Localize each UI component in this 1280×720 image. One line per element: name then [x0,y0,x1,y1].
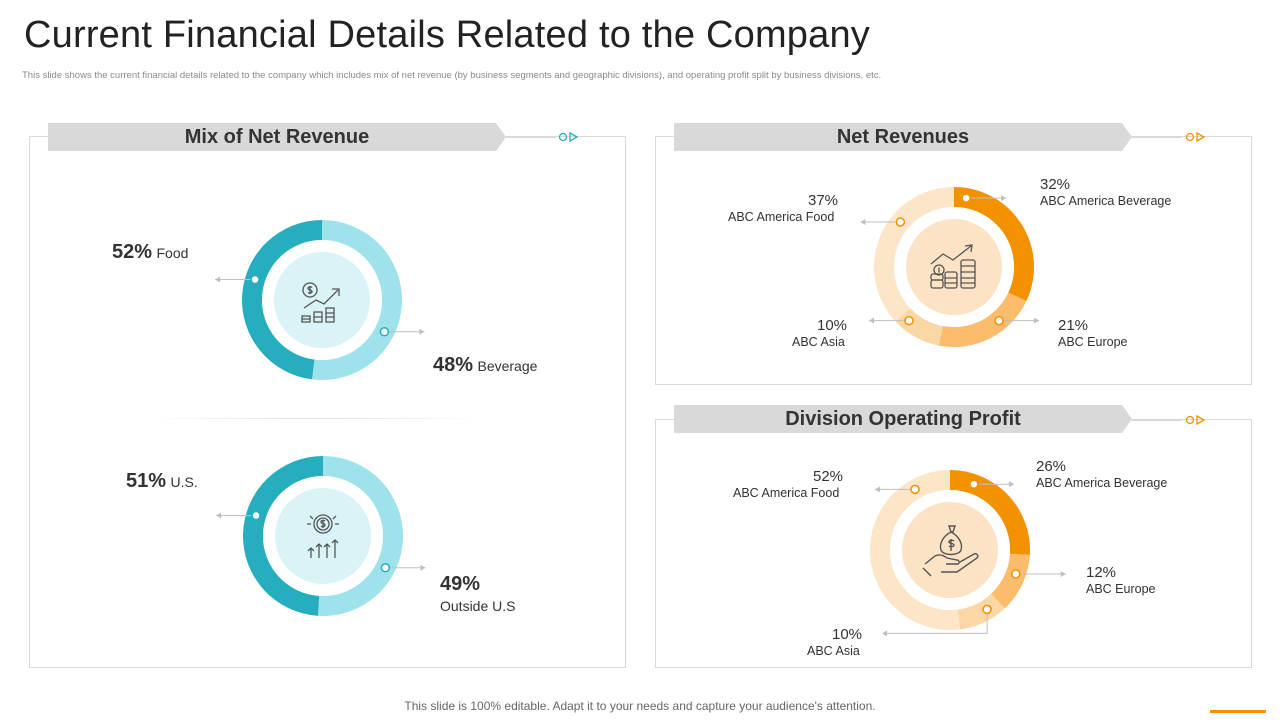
net-asia-value: 10% [817,317,848,334]
leader-arrow [860,219,866,226]
leader-dot [895,217,906,227]
section-divider [150,418,480,419]
donut-slice-u-s- [317,456,403,616]
leader-dot [250,274,260,285]
leader-dot [994,315,1004,326]
footer-accent-bar [1210,710,1266,713]
donut-center [902,502,998,598]
leader-dot [904,315,914,326]
money-bag-hand-icon [922,525,979,577]
leader-arrow [1033,317,1039,324]
donut-slice-abc-america-food [870,470,961,630]
donut-center [275,488,371,584]
donut-slice-abc-europe [991,553,1030,609]
coins-growth-icon [930,244,976,289]
leader-arrow [215,276,221,283]
leader-dot [1011,569,1021,579]
dollar-arrows-icon [307,514,339,558]
net-asia-name: ABC Asia [792,335,845,349]
profit-beverage-name: ABC America Beverage [1036,476,1168,490]
mix-banner-connector [506,137,556,138]
profit-beverage-value: 26% [1036,458,1067,475]
profit-banner-connector [1132,420,1182,421]
leader-dot [910,484,920,495]
leader-dot [961,193,971,203]
play-marker-icon [1185,131,1206,143]
profit-europe-name: ABC Europe [1086,582,1156,596]
leader-arrow [1060,570,1066,577]
leader-dot [251,510,261,521]
profit-europe-value: 12% [1086,564,1117,581]
donut-slice-abc-europe [939,292,1027,347]
net-banner-connector [1132,137,1182,138]
outside-us-label: 49% Outside U.S [440,573,516,614]
leader-arrow [875,486,880,493]
play-marker-icon [1185,414,1206,426]
leader-arrow [420,564,426,571]
leader-dot [379,327,390,337]
leader-dot [982,604,992,615]
money-growth-icon [301,282,340,323]
donut-center [906,219,1002,315]
donut-slice-outside-u-s [242,456,323,616]
net-food-value: 37% [808,192,839,209]
donut-slice-abc-asia [957,593,1005,630]
net-beverage-name: ABC America Beverage [1040,194,1172,208]
donut-slice-abc-america-food [874,187,954,322]
us-label: 51% U.S. [126,470,198,492]
net-food-name: ABC America Food [728,210,835,224]
beverage-label: 48% Beverage [433,354,538,376]
donut-center [274,252,370,348]
leader-arrow [419,328,425,335]
page-title: Current Financial Details Related to the… [24,14,871,56]
food-label: 52% Food [112,241,189,263]
leader-arrow [1008,481,1014,488]
leader-dot [969,479,979,489]
profit-asia-name: ABC Asia [807,644,860,658]
leader-line [887,609,988,634]
play-marker-icon [558,131,579,143]
mix-net-revenue-title: Mix of Net Revenue [48,123,506,151]
net-europe-name: ABC Europe [1058,335,1128,349]
leader-arrow [882,630,888,637]
donut-slice-abc-america-beverage [950,470,1030,556]
leader-dot [380,563,391,573]
net-europe-value: 21% [1058,317,1089,334]
net-revenues-title: Net Revenues [674,123,1132,151]
donut-slice-abc-america-beverage [954,187,1034,302]
leader-arrow [869,317,875,324]
leader-arrow [1001,195,1007,202]
leader-arrow [216,512,222,519]
donut-slice-beverage [242,220,322,380]
profit-asia-value: 10% [832,626,863,643]
donut-slice-food [311,220,403,380]
profit-food-name: ABC America Food [733,486,840,500]
profit-food-value: 52% [813,468,844,485]
net-beverage-value: 32% [1040,176,1071,193]
footer-note: This slide is 100% editable. Adapt it to… [404,699,876,713]
page-subtitle: This slide shows the current financial d… [22,70,882,81]
division-profit-title: Division Operating Profit [674,405,1132,433]
